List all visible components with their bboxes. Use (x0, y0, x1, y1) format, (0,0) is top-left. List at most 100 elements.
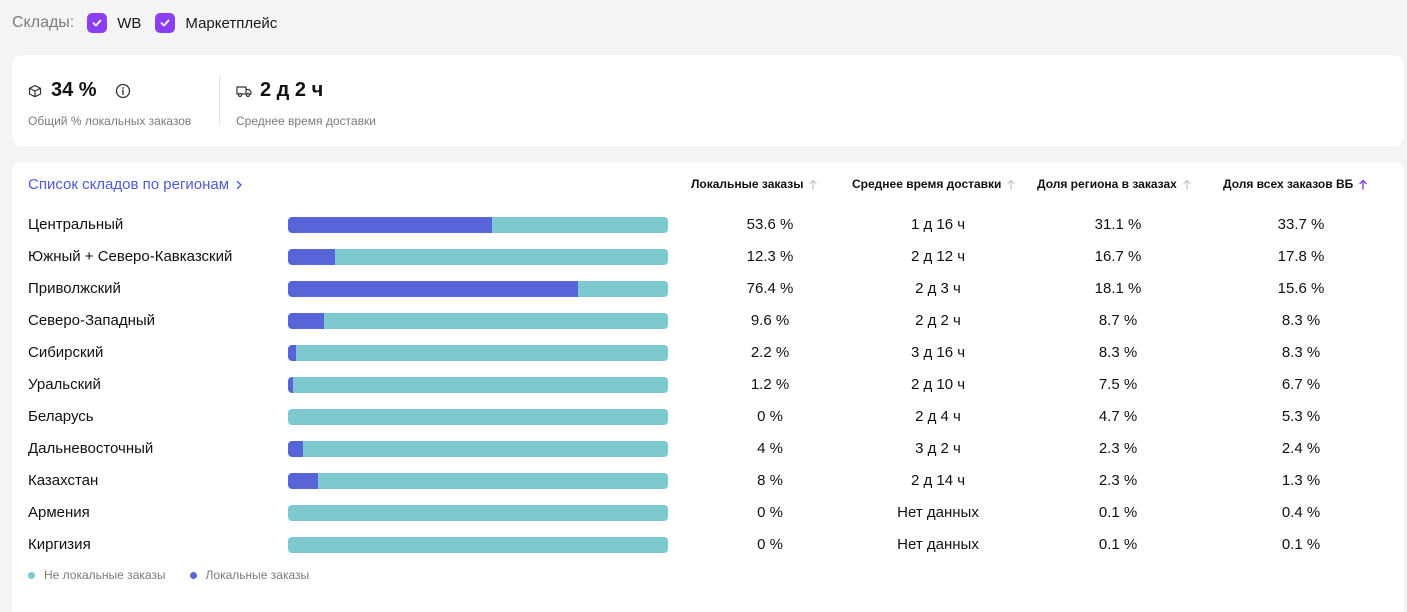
cell-local-orders: 0 % (757, 504, 783, 521)
cell-region-share: 7.5 % (1098, 376, 1138, 393)
sort-arrow-active-icon (1359, 179, 1367, 190)
cell-local-orders: 0 % (757, 408, 783, 425)
column-header-label: Среднее время доставки (852, 177, 1002, 191)
warehouse-filter: Склады: WB Маркетплейс (12, 11, 291, 35)
info-icon[interactable] (115, 83, 131, 99)
cell-local-orders: 0 % (757, 536, 783, 553)
summary-card: 34 % Общий % локальных заказов 2 д 2 ч С… (12, 55, 1404, 146)
box-icon (28, 84, 42, 98)
region-name: Киргизия (28, 536, 91, 553)
sort-arrow-icon (809, 179, 818, 190)
local-orders-bar-fill (288, 345, 297, 361)
region-name: Армения (28, 504, 90, 521)
table-row: Приволжский 76.4 % 2 д 3 ч 18.1 % 15.6 % (12, 274, 1404, 306)
column-header-wb-share[interactable]: Доля всех заказов ВБ (1223, 177, 1367, 191)
cell-wb-share: 1.3 % (1281, 472, 1321, 489)
cell-region-share: 2.3 % (1098, 472, 1138, 489)
cell-region-share: 0.1 % (1098, 504, 1138, 521)
cell-wb-share: 5.3 % (1281, 408, 1321, 425)
cell-wb-share: 8.3 % (1281, 344, 1321, 361)
region-name: Северо-Западный (28, 312, 156, 329)
local-orders-bar (288, 441, 668, 457)
region-name: Уральский (28, 376, 101, 393)
cell-region-share: 4.7 % (1098, 408, 1138, 425)
cell-region-share: 0.1 % (1098, 536, 1138, 553)
cell-region-share: 8.7 % (1098, 312, 1138, 329)
cell-wb-share: 0.4 % (1281, 504, 1321, 521)
cell-local-orders: 2.2 % (750, 344, 790, 361)
table-row: Армения 0 % Нет данных 0.1 % 0.4 % (12, 498, 1404, 530)
legend-label: Локальные заказы (205, 568, 310, 582)
local-orders-bar-fill (288, 217, 492, 233)
local-orders-bar (288, 537, 668, 553)
local-orders-bar (288, 473, 668, 489)
legend-item-local: Локальные заказы (189, 568, 310, 582)
local-share-caption: Общий % локальных заказов (28, 114, 192, 128)
delivery-time-value: 2 д 2 ч (260, 79, 324, 101)
cell-delivery-time: 2 д 4 ч (915, 408, 961, 425)
cell-delivery-time: 3 д 16 ч (910, 344, 966, 361)
column-header-label: Доля региона в заказах (1037, 177, 1177, 191)
column-header-delivery-time[interactable]: Среднее время доставки (852, 177, 1016, 191)
table-row: Сибирский 2.2 % 3 д 16 ч 8.3 % 8.3 % (12, 338, 1404, 370)
checkbox-marketplace[interactable]: Маркетплейс (155, 13, 277, 33)
cell-wb-share: 2.4 % (1281, 440, 1321, 457)
column-header-region-share[interactable]: Доля региона в заказах (1037, 177, 1191, 191)
local-orders-bar (288, 409, 668, 425)
table-row: Казахстан 8 % 2 д 14 ч 2.3 % 1.3 % (12, 466, 1404, 498)
warehouse-list-link[interactable]: Список складов по регионам (28, 176, 243, 193)
cell-delivery-time: 1 д 16 ч (910, 216, 966, 233)
cell-wb-share: 15.6 % (1277, 280, 1325, 297)
legend: Не локальные заказы Локальные заказы (28, 568, 333, 582)
cell-local-orders: 76.4 % (746, 280, 794, 297)
checkbox-checked-icon[interactable] (155, 13, 176, 33)
cell-delivery-time: 2 д 12 ч (910, 248, 966, 265)
cell-delivery-time: 3 д 2 ч (915, 440, 961, 457)
legend-dot (189, 571, 197, 579)
warehouse-list-link-label: Список складов по регионам (28, 176, 230, 193)
checkbox-checked-icon[interactable] (87, 13, 108, 33)
cell-delivery-time: 2 д 2 ч (915, 312, 961, 329)
column-header-label: Локальные заказы (691, 177, 804, 191)
delivery-time-caption: Среднее время доставки (236, 114, 376, 128)
region-name: Беларусь (28, 408, 94, 425)
local-orders-bar-fill (288, 249, 335, 265)
filter-label: Склады: (12, 14, 75, 31)
local-orders-bar (288, 313, 668, 329)
legend-item-non-local: Не локальные заказы (28, 568, 166, 582)
region-name: Приволжский (28, 280, 121, 297)
local-orders-bar-fill (288, 441, 304, 457)
region-name: Центральный (28, 216, 124, 233)
cell-region-share: 2.3 % (1098, 440, 1138, 457)
cell-local-orders: 53.6 % (746, 216, 794, 233)
cell-region-share: 18.1 % (1094, 280, 1142, 297)
cell-local-orders: 12.3 % (746, 248, 794, 265)
local-orders-bar-fill (288, 281, 579, 297)
cell-delivery-time: 2 д 14 ч (910, 472, 966, 489)
table-row: Южный + Северо-Кавказский 12.3 % 2 д 12 ч 1… (12, 242, 1404, 274)
cell-local-orders: 4 % (757, 440, 783, 457)
region-name: Дальневосточный (28, 440, 154, 457)
sort-arrow-icon (1007, 179, 1016, 190)
local-orders-bar-fill (288, 313, 325, 329)
cell-region-share: 16.7 % (1094, 248, 1142, 265)
local-orders-bar-fill (288, 473, 319, 489)
local-orders-bar (288, 377, 668, 393)
local-orders-bar (288, 249, 668, 265)
local-orders-bar (288, 217, 668, 233)
table-row: Киргизия 0 % Нет данных 0.1 % 0.1 % (12, 530, 1404, 562)
table-row: Северо-Западный 9.6 % 2 д 2 ч 8.7 % 8.3 % (12, 306, 1404, 338)
checkbox-wb[interactable]: WB (87, 13, 141, 33)
table-row: Беларусь 0 % 2 д 4 ч 4.7 % 5.3 % (12, 402, 1404, 434)
table-row: Дальневосточный 4 % 3 д 2 ч 2.3 % 2.4 % (12, 434, 1404, 466)
cell-wb-share: 17.8 % (1277, 248, 1325, 265)
cell-region-share: 8.3 % (1098, 344, 1138, 361)
region-name: Сибирский (28, 344, 104, 361)
column-header-local-orders[interactable]: Локальные заказы (691, 177, 818, 191)
legend-dot (28, 571, 35, 579)
cell-wb-share: 0.1 % (1281, 536, 1321, 553)
table-row: Уральский 1.2 % 2 д 10 ч 7.5 % 6.7 % (12, 370, 1404, 402)
cell-wb-share: 6.7 % (1281, 376, 1321, 393)
local-orders-bar (288, 345, 668, 361)
table-row: Центральный 53.6 % 1 д 16 ч 31.1 % 33.7 % (12, 210, 1404, 242)
